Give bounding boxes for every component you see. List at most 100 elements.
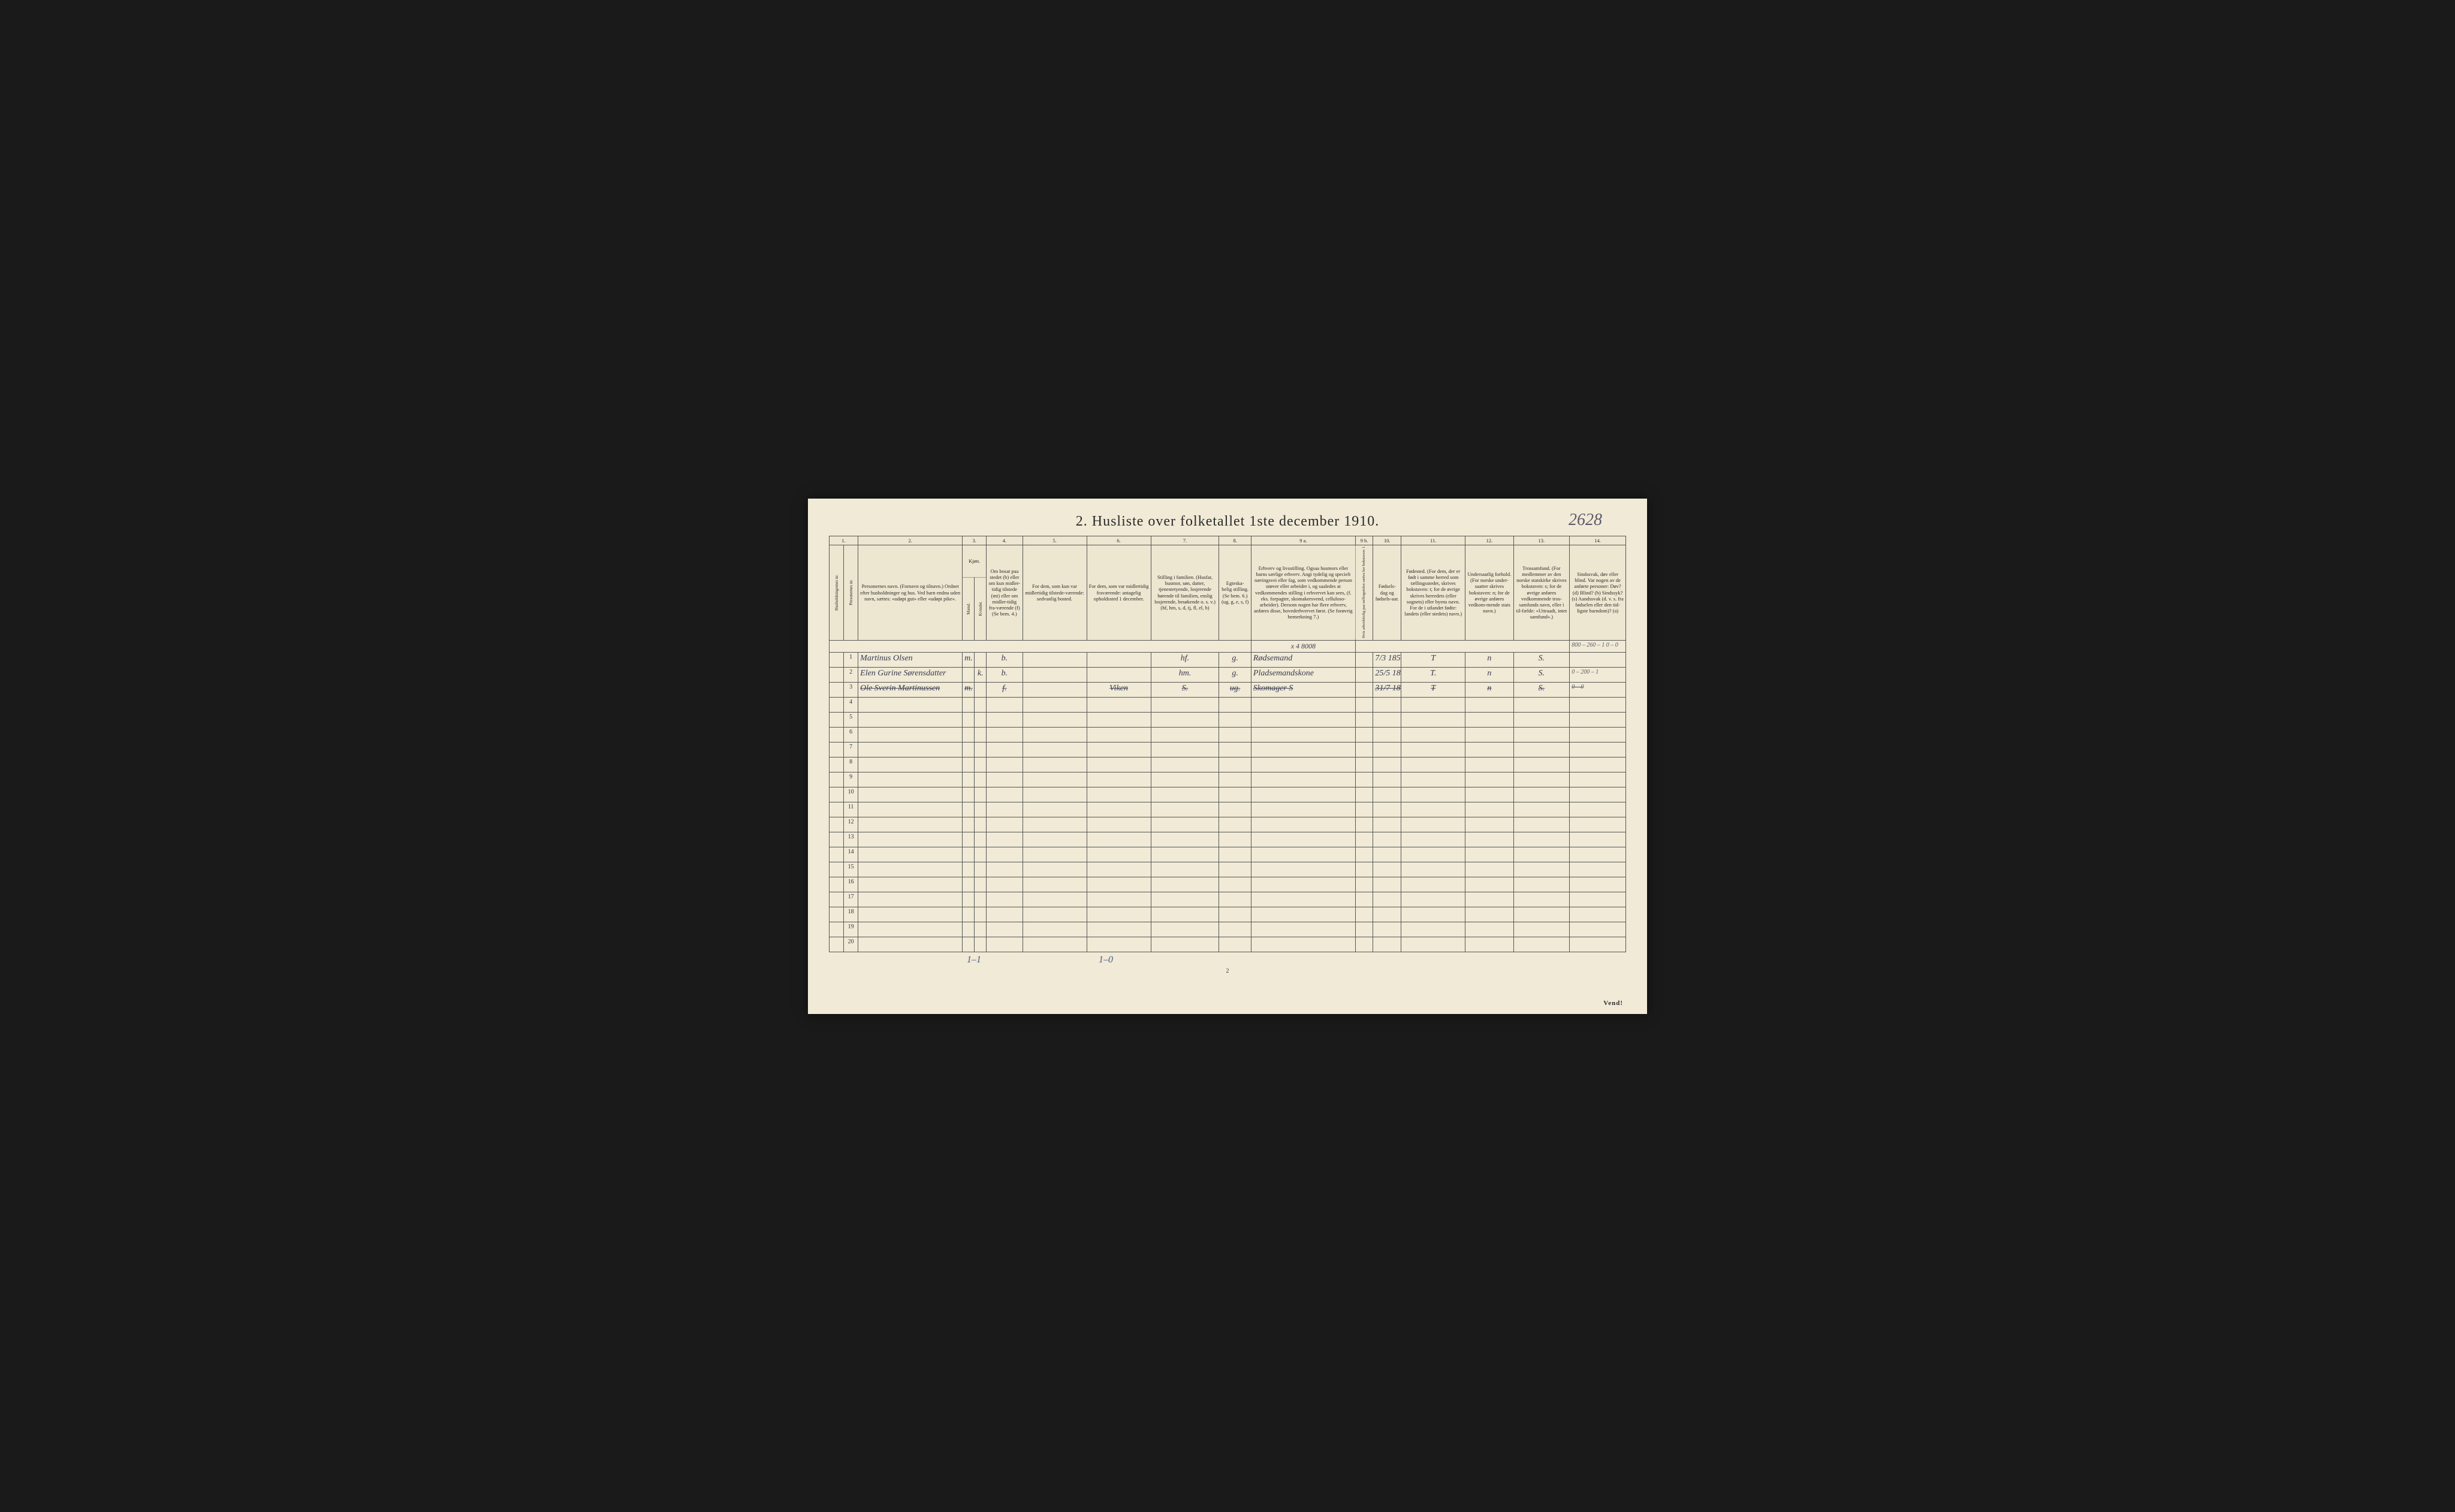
cell-empty: 16 <box>844 877 858 892</box>
hdr-person-nr: Personernes nr. <box>844 545 858 640</box>
cell-tros: S. <box>1513 682 1570 697</box>
cell-empty <box>975 892 987 907</box>
cell-empty <box>1570 727 1626 742</box>
cell-fodsel: 31/7 1881 <box>1373 682 1401 697</box>
cell-empty <box>830 862 844 877</box>
cell-empty <box>1251 907 1355 922</box>
cell-rownum <box>830 652 844 667</box>
cell-sex-k <box>975 652 987 667</box>
cell-empty <box>858 772 963 787</box>
cell-empty <box>975 847 987 862</box>
cell-empty <box>1401 712 1465 727</box>
cell-empty <box>1023 862 1087 877</box>
cell-bosat: f. <box>987 682 1023 697</box>
colnum-6: 6. <box>1087 536 1151 545</box>
cell-empty <box>1465 817 1513 832</box>
colnum-2: 2. <box>858 536 963 545</box>
cell-empty <box>963 877 975 892</box>
cell-empty <box>1219 832 1251 847</box>
cell-empty <box>1219 712 1251 727</box>
cell-empty <box>1151 907 1219 922</box>
table-row: 3Ole Sverin Martinussenm.f.VikenS.ug.Sko… <box>830 682 1626 697</box>
cell-empty <box>1570 802 1626 817</box>
cell-empty <box>975 907 987 922</box>
hdr-midl-tilstede: For dem, som kun var midlertidig tilsted… <box>1023 545 1087 640</box>
cell-empty <box>1570 772 1626 787</box>
table-row-empty: 5 <box>830 712 1626 727</box>
cell-empty <box>1355 922 1373 937</box>
cell-empty <box>963 832 975 847</box>
cell-rownum: 2 <box>844 667 858 682</box>
colnum-13: 13. <box>1513 536 1570 545</box>
colnum-4: 4. <box>987 536 1023 545</box>
cell-col6: Viken <box>1087 682 1151 697</box>
cell-empty <box>1151 877 1219 892</box>
cell-empty: 13 <box>844 832 858 847</box>
table-row-empty: 13 <box>830 832 1626 847</box>
cell-empty <box>1219 862 1251 877</box>
cell-empty: 7 <box>844 742 858 757</box>
cell-empty <box>1251 697 1355 712</box>
cell-name: Elen Gurine Sørensdatter <box>858 667 963 682</box>
cell-empty <box>1087 847 1151 862</box>
cell-empty <box>1513 922 1570 937</box>
cell-empty <box>1355 817 1373 832</box>
cell-erhverv: Pladsemandskone <box>1251 667 1355 682</box>
cell-col5 <box>1023 667 1087 682</box>
title-row: 2. Husliste over folketallet 1ste decemb… <box>829 514 1626 530</box>
cell-empty <box>1513 862 1570 877</box>
column-number-row: 1. 2. 3. 4. 5. 6. 7. 8. 9 a. 9 b. 10. 11… <box>830 536 1626 545</box>
cell-famstilling: S. <box>1151 682 1219 697</box>
cell-tros: S. <box>1513 667 1570 682</box>
cell-empty <box>1023 817 1087 832</box>
hdr-hushold-nr: Husholdningernes nr. <box>830 545 844 640</box>
cell-empty <box>858 817 963 832</box>
hdr-fodested: Fødested. (For dem, der er født i samme … <box>1401 545 1465 640</box>
hdr-erhverv: Erhverv og livsstilling. Ogsaa husmors e… <box>1251 545 1355 640</box>
table-row-empty: 16 <box>830 877 1626 892</box>
table-row: 2Elen Gurine Sørensdatterk.b.hm.g.Pladse… <box>830 667 1626 682</box>
cell-empty <box>963 787 975 802</box>
hdr-famstilling: Stilling i familien. (Husfar, husmor, sø… <box>1151 545 1219 640</box>
cell-empty <box>1087 817 1151 832</box>
cell-empty <box>975 772 987 787</box>
cell-empty <box>1401 892 1465 907</box>
cell-col6 <box>1087 667 1151 682</box>
cell-empty <box>987 697 1023 712</box>
census-table: 1. 2. 3. 4. 5. 6. 7. 8. 9 a. 9 b. 10. 11… <box>829 536 1626 952</box>
cell-empty <box>1401 937 1465 952</box>
cell-empty <box>1219 877 1251 892</box>
cell-empty <box>1401 757 1465 772</box>
table-row-empty: 7 <box>830 742 1626 757</box>
cell-empty <box>1023 937 1087 952</box>
cell-fodsel: 25/5 1842 <box>1373 667 1401 682</box>
cell-empty <box>1355 937 1373 952</box>
cell-col5 <box>1023 652 1087 667</box>
cell-empty <box>858 757 963 772</box>
bottom-note-2: 1–0 <box>1099 955 1113 965</box>
cell-rownum <box>830 682 844 697</box>
cell-bosat: b. <box>987 652 1023 667</box>
cell-empty <box>1219 772 1251 787</box>
cell-empty <box>1513 832 1570 847</box>
cell-empty <box>830 847 844 862</box>
cell-empty <box>1401 742 1465 757</box>
cell-empty <box>1087 877 1151 892</box>
cell-empty <box>1465 907 1513 922</box>
cell-empty <box>1401 862 1465 877</box>
cell-fodsel: 7/3 1851 <box>1373 652 1401 667</box>
cell-empty <box>1151 697 1219 712</box>
cell-empty <box>1023 922 1087 937</box>
cell-empty <box>1023 907 1087 922</box>
cell-empty <box>1087 787 1151 802</box>
table-row-empty: 9 <box>830 772 1626 787</box>
cell-empty <box>1570 697 1626 712</box>
cell-empty <box>830 802 844 817</box>
cell-empty <box>1401 727 1465 742</box>
cell-empty <box>1513 757 1570 772</box>
census-page: 2. Husliste over folketallet 1ste decemb… <box>808 499 1647 1014</box>
cell-empty <box>830 712 844 727</box>
cell-empty <box>963 742 975 757</box>
cell-empty <box>1373 742 1401 757</box>
cell-empty <box>1219 802 1251 817</box>
